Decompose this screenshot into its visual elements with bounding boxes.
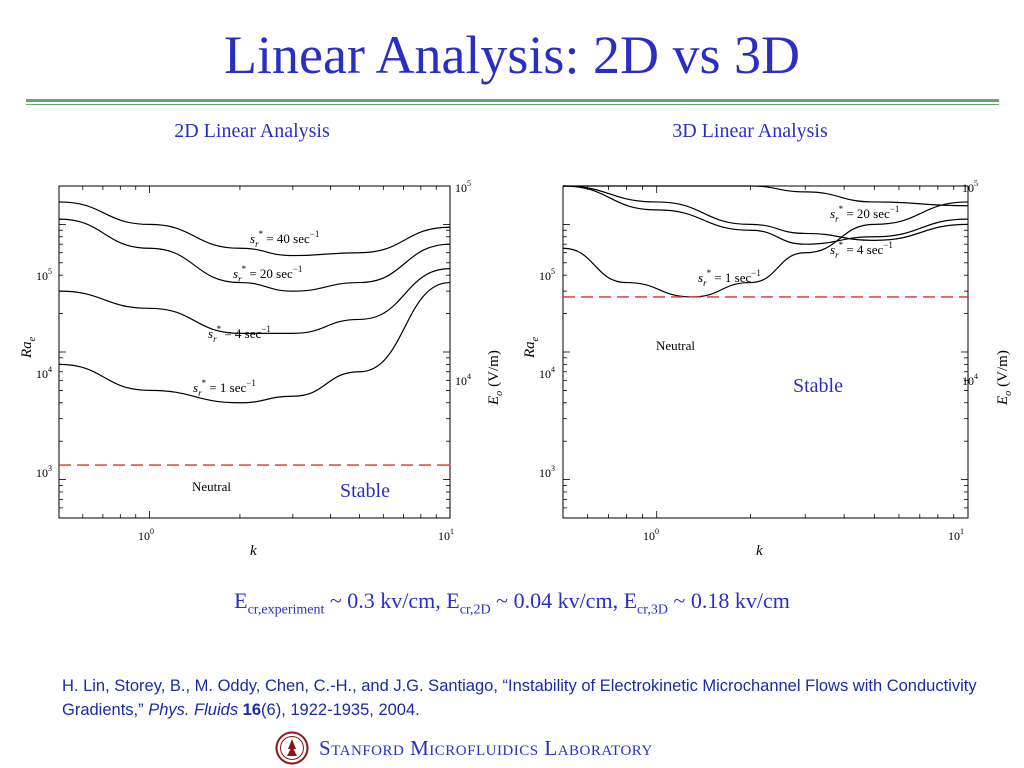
citation-journal: Phys. Fluids	[148, 701, 239, 719]
stable-label: Stable	[793, 375, 843, 397]
series-curve-3	[562, 201, 969, 298]
x-axis-label: k	[250, 543, 257, 559]
x-tick-label: 100	[138, 527, 154, 543]
y-right-tick-label: 105	[455, 179, 471, 195]
curve-label: sr* = 4 sec−1	[830, 240, 893, 260]
ecr-subscript: cr,3D	[637, 602, 668, 618]
neutral-label: Neutral	[192, 479, 231, 494]
ecr-value: ~ 0.3 kv/cm,	[324, 588, 447, 613]
curves	[58, 201, 451, 466]
curve-label: sr* = 40 sec−1	[250, 229, 319, 249]
citation-pages-year: (6), 1922-1935, 2004.	[261, 701, 420, 719]
x-minor-ticks	[58, 186, 451, 518]
y-tick-label: 105	[539, 267, 555, 283]
series-curve-1	[562, 185, 969, 241]
y-tick-label: 103	[36, 464, 52, 480]
citation-volume: 16	[242, 701, 262, 719]
y-tick-label: 104	[36, 365, 52, 381]
ecr-value: ~ 0.18 kv/cm	[667, 588, 790, 613]
y-right-axis-label: Eo(V/m)	[995, 350, 1014, 406]
y-axis-label: Rae	[522, 336, 541, 359]
y-tick-label: 105	[36, 267, 52, 283]
x-minor-ticks	[562, 186, 969, 518]
stanford-seal-icon	[275, 731, 309, 765]
y-tick-label: 104	[539, 365, 555, 381]
ecr-symbol: E	[234, 588, 248, 613]
plot-2d: 100 101 103 104 105 104 105 k Rae Eo(V/m…	[19, 179, 505, 559]
citation: H. Lin, Storey, B., M. Oddy, Chen, C.-H.…	[62, 674, 982, 722]
series-curve-0	[58, 201, 451, 257]
plot-frame	[562, 185, 969, 519]
ecr-value: ~ 0.04 kv/cm,	[490, 588, 624, 613]
ecr-symbol: E	[623, 588, 638, 613]
title-divider	[26, 99, 999, 102]
subtitle-2d: 2D Linear Analysis	[174, 120, 330, 142]
plot-3d: 100 101 103 104 105 104 105 k Rae Eo(V/m…	[522, 179, 1014, 559]
x-tick-label: 100	[643, 527, 659, 543]
series-curve-0	[563, 185, 969, 207]
y-right-tick-label: 104	[962, 372, 978, 388]
curve-label: sr* = 1 sec−1	[698, 268, 761, 288]
footer: STANFORD MICROFLUIDICS LABORATORY	[275, 730, 653, 766]
slide-title: Linear Analysis: 2D vs 3D	[224, 25, 800, 85]
y-right-tick-label: 104	[455, 372, 471, 388]
ecr-symbol: E	[446, 588, 460, 613]
y-right-tick-label: 105	[962, 179, 978, 195]
subtitle-3d: 3D Linear Analysis	[672, 120, 828, 142]
series-curve-2	[58, 268, 451, 334]
series-curve-2	[562, 185, 969, 245]
ecr-subscript: cr,2D	[459, 602, 491, 618]
ecr-subscript: cr,experiment	[247, 602, 325, 618]
critical-field-summary: Ecr,experiment ~ 0.3 kv/cm, Ecr,2D ~ 0.0…	[0, 588, 1024, 618]
stable-label: Stable	[340, 480, 390, 502]
citation-authors-title: H. Lin, Storey, B., M. Oddy, Chen, C.-H.…	[62, 677, 977, 719]
footer-lab-name: STANFORD MICROFLUIDICS LABORATORY	[319, 735, 653, 760]
x-tick-label: 101	[438, 527, 454, 543]
title-divider-thin	[26, 104, 999, 105]
y-right-axis-label: Eo(V/m)	[486, 350, 505, 406]
x-tick-label: 101	[948, 527, 964, 543]
curve-label: sr* = 1 sec−1	[193, 378, 256, 398]
curves	[562, 185, 969, 298]
neutral-label: Neutral	[656, 338, 695, 353]
x-axis-label: k	[756, 543, 763, 559]
y-tick-label: 103	[539, 464, 555, 480]
y-minor-ticks	[59, 185, 450, 519]
series-curve-1	[58, 218, 451, 292]
curve-label: sr* = 4 sec−1	[208, 324, 271, 344]
y-axis-label: Rae	[19, 336, 38, 359]
curve-label: sr* = 20 sec−1	[233, 264, 302, 284]
curve-label: sr* = 20 sec−1	[830, 204, 899, 224]
y-minor-ticks	[563, 185, 968, 519]
series-curve-3	[58, 281, 451, 404]
